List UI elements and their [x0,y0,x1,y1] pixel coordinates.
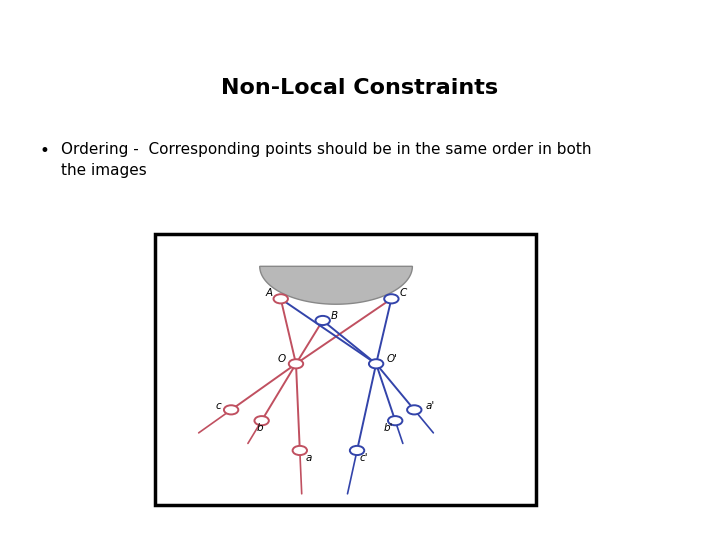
Text: a: a [306,453,312,463]
Bar [155,234,536,504]
Text: B: B [330,311,338,321]
Text: a': a' [426,401,435,411]
Circle shape [384,294,399,303]
Text: b: b [256,423,263,433]
Text: b': b' [383,423,392,433]
Circle shape [224,405,238,414]
Text: UB: UB [13,18,56,42]
Text: Non-Local Constraints: Non-Local Constraints [222,78,498,98]
Circle shape [388,416,402,426]
Text: Ordering -  Corresponding points should be in the same order in both
the images: Ordering - Corresponding points should b… [61,142,592,178]
Circle shape [407,405,421,414]
Text: The State University of New York: The State University of New York [68,38,238,48]
Text: c': c' [360,453,369,463]
Text: A: A [266,288,273,298]
Text: c: c [215,401,221,411]
Text: University at Buffalo: University at Buffalo [68,17,213,30]
Polygon shape [260,266,413,304]
Text: O: O [277,354,286,364]
Circle shape [292,446,307,455]
Circle shape [315,316,330,325]
Circle shape [289,359,303,368]
Text: •: • [40,142,50,160]
Text: O': O' [387,354,397,364]
Text: C: C [400,288,408,298]
Circle shape [350,446,364,455]
Circle shape [369,359,383,368]
Circle shape [274,294,288,303]
Circle shape [254,416,269,426]
